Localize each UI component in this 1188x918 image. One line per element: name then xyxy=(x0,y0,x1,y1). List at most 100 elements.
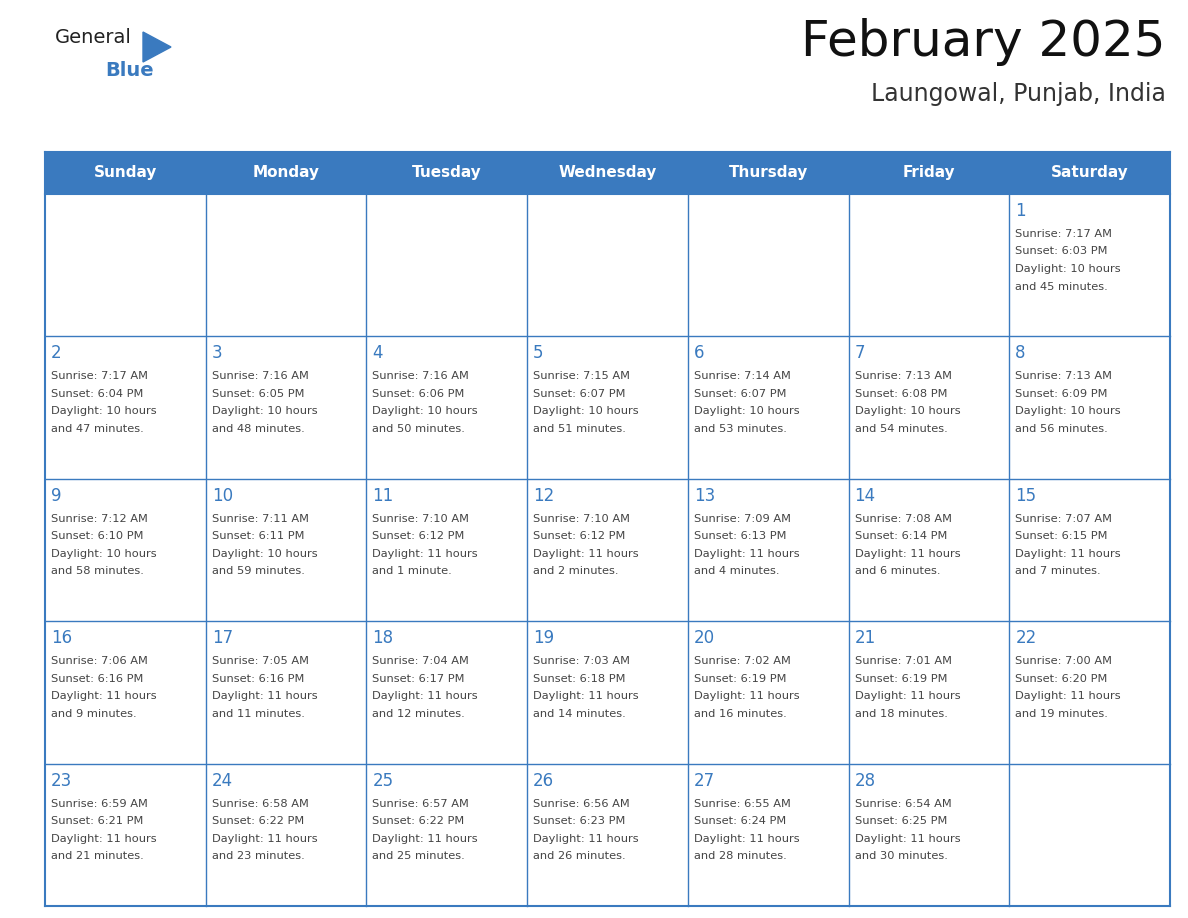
Text: Sunrise: 6:57 AM: Sunrise: 6:57 AM xyxy=(372,799,469,809)
Text: Saturday: Saturday xyxy=(1050,165,1129,181)
Bar xyxy=(45,336,206,479)
Text: Sunrise: 7:13 AM: Sunrise: 7:13 AM xyxy=(1016,372,1112,381)
Text: Daylight: 11 hours: Daylight: 11 hours xyxy=(533,834,639,844)
Text: Sunset: 6:17 PM: Sunset: 6:17 PM xyxy=(372,674,465,684)
Text: 6: 6 xyxy=(694,344,704,363)
Bar xyxy=(366,621,527,764)
Text: Sunset: 6:10 PM: Sunset: 6:10 PM xyxy=(51,532,144,542)
Text: Daylight: 11 hours: Daylight: 11 hours xyxy=(372,834,478,844)
Bar xyxy=(1010,194,1170,336)
Bar xyxy=(848,152,1010,194)
Text: Sunset: 6:05 PM: Sunset: 6:05 PM xyxy=(211,389,304,399)
Bar xyxy=(366,764,527,906)
Bar xyxy=(1010,152,1170,194)
Text: Sunrise: 7:11 AM: Sunrise: 7:11 AM xyxy=(211,514,309,524)
Text: February 2025: February 2025 xyxy=(802,18,1165,66)
Text: 20: 20 xyxy=(694,629,715,647)
Text: and 23 minutes.: and 23 minutes. xyxy=(211,851,304,861)
Text: and 6 minutes.: and 6 minutes. xyxy=(854,566,940,577)
Text: Sunset: 6:06 PM: Sunset: 6:06 PM xyxy=(372,389,465,399)
Text: and 14 minutes.: and 14 minutes. xyxy=(533,709,626,719)
Text: Daylight: 11 hours: Daylight: 11 hours xyxy=(372,549,478,559)
Text: and 11 minutes.: and 11 minutes. xyxy=(211,709,304,719)
Text: 15: 15 xyxy=(1016,487,1036,505)
Text: and 12 minutes.: and 12 minutes. xyxy=(372,709,466,719)
Bar xyxy=(206,479,366,621)
Bar xyxy=(527,621,688,764)
Text: 12: 12 xyxy=(533,487,555,505)
Text: and 45 minutes.: and 45 minutes. xyxy=(1016,282,1108,292)
Text: and 7 minutes.: and 7 minutes. xyxy=(1016,566,1101,577)
Text: Sunrise: 7:17 AM: Sunrise: 7:17 AM xyxy=(51,372,148,381)
Text: 17: 17 xyxy=(211,629,233,647)
Text: Sunrise: 7:10 AM: Sunrise: 7:10 AM xyxy=(533,514,630,524)
Text: Daylight: 10 hours: Daylight: 10 hours xyxy=(211,549,317,559)
Text: 4: 4 xyxy=(372,344,383,363)
Bar xyxy=(688,764,848,906)
Text: Daylight: 11 hours: Daylight: 11 hours xyxy=(211,834,317,844)
Bar xyxy=(206,336,366,479)
Text: Sunrise: 7:10 AM: Sunrise: 7:10 AM xyxy=(372,514,469,524)
Text: and 28 minutes.: and 28 minutes. xyxy=(694,851,786,861)
Text: Thursday: Thursday xyxy=(728,165,808,181)
Text: Sunset: 6:07 PM: Sunset: 6:07 PM xyxy=(694,389,786,399)
Text: Daylight: 11 hours: Daylight: 11 hours xyxy=(694,691,800,701)
Text: and 9 minutes.: and 9 minutes. xyxy=(51,709,137,719)
Text: Laungowal, Punjab, India: Laungowal, Punjab, India xyxy=(871,82,1165,106)
Text: 13: 13 xyxy=(694,487,715,505)
Text: 21: 21 xyxy=(854,629,876,647)
Text: and 53 minutes.: and 53 minutes. xyxy=(694,424,786,434)
Text: Sunset: 6:16 PM: Sunset: 6:16 PM xyxy=(51,674,144,684)
Text: and 58 minutes.: and 58 minutes. xyxy=(51,566,144,577)
Text: 11: 11 xyxy=(372,487,393,505)
Text: Sunset: 6:04 PM: Sunset: 6:04 PM xyxy=(51,389,144,399)
Bar xyxy=(206,194,366,336)
Text: and 2 minutes.: and 2 minutes. xyxy=(533,566,619,577)
Text: and 19 minutes.: and 19 minutes. xyxy=(1016,709,1108,719)
Text: Sunset: 6:03 PM: Sunset: 6:03 PM xyxy=(1016,247,1107,256)
Text: Sunset: 6:09 PM: Sunset: 6:09 PM xyxy=(1016,389,1107,399)
Text: Sunrise: 7:01 AM: Sunrise: 7:01 AM xyxy=(854,656,952,666)
Text: Wednesday: Wednesday xyxy=(558,165,657,181)
Text: Daylight: 10 hours: Daylight: 10 hours xyxy=(1016,264,1121,274)
Text: and 56 minutes.: and 56 minutes. xyxy=(1016,424,1108,434)
Text: 2: 2 xyxy=(51,344,62,363)
Bar xyxy=(688,336,848,479)
Text: Sunrise: 7:06 AM: Sunrise: 7:06 AM xyxy=(51,656,147,666)
Text: Sunrise: 7:13 AM: Sunrise: 7:13 AM xyxy=(854,372,952,381)
Bar xyxy=(1010,479,1170,621)
Text: and 16 minutes.: and 16 minutes. xyxy=(694,709,786,719)
Text: Daylight: 11 hours: Daylight: 11 hours xyxy=(1016,691,1121,701)
Text: Sunrise: 6:55 AM: Sunrise: 6:55 AM xyxy=(694,799,791,809)
Text: and 4 minutes.: and 4 minutes. xyxy=(694,566,779,577)
Text: Sunrise: 7:00 AM: Sunrise: 7:00 AM xyxy=(1016,656,1112,666)
Text: Daylight: 11 hours: Daylight: 11 hours xyxy=(51,691,157,701)
Text: Sunset: 6:20 PM: Sunset: 6:20 PM xyxy=(1016,674,1107,684)
Text: Tuesday: Tuesday xyxy=(412,165,481,181)
Text: Daylight: 11 hours: Daylight: 11 hours xyxy=(1016,549,1121,559)
Text: Daylight: 10 hours: Daylight: 10 hours xyxy=(1016,407,1121,417)
Text: 27: 27 xyxy=(694,772,715,789)
Text: and 54 minutes.: and 54 minutes. xyxy=(854,424,947,434)
Text: Daylight: 11 hours: Daylight: 11 hours xyxy=(694,549,800,559)
Text: Friday: Friday xyxy=(903,165,955,181)
Bar xyxy=(206,621,366,764)
Bar xyxy=(366,479,527,621)
Text: Daylight: 11 hours: Daylight: 11 hours xyxy=(211,691,317,701)
Text: Sunrise: 7:16 AM: Sunrise: 7:16 AM xyxy=(372,372,469,381)
Text: 10: 10 xyxy=(211,487,233,505)
Text: and 47 minutes.: and 47 minutes. xyxy=(51,424,144,434)
Text: 23: 23 xyxy=(51,772,72,789)
Bar xyxy=(1010,764,1170,906)
Text: 28: 28 xyxy=(854,772,876,789)
Text: Sunrise: 6:56 AM: Sunrise: 6:56 AM xyxy=(533,799,630,809)
Text: Sunset: 6:07 PM: Sunset: 6:07 PM xyxy=(533,389,626,399)
Text: Daylight: 11 hours: Daylight: 11 hours xyxy=(854,691,960,701)
Bar xyxy=(45,479,206,621)
Bar xyxy=(688,479,848,621)
Bar xyxy=(366,194,527,336)
Text: Daylight: 11 hours: Daylight: 11 hours xyxy=(854,834,960,844)
Text: Sunset: 6:16 PM: Sunset: 6:16 PM xyxy=(211,674,304,684)
Bar xyxy=(45,764,206,906)
Text: and 21 minutes.: and 21 minutes. xyxy=(51,851,144,861)
